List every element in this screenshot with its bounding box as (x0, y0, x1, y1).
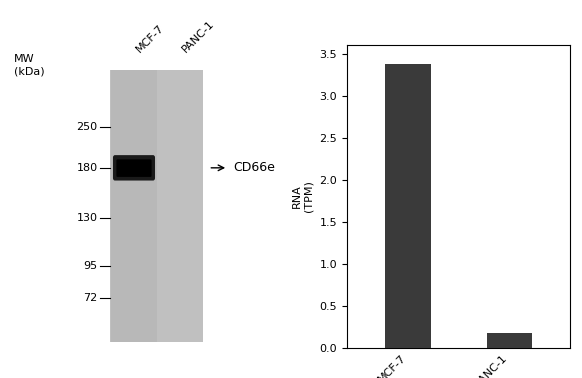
FancyBboxPatch shape (116, 160, 151, 177)
Text: CD66e: CD66e (233, 161, 275, 174)
Bar (111, 70, 157, 342)
Text: 95: 95 (84, 261, 98, 271)
Bar (385, 64, 431, 348)
Text: 72: 72 (83, 293, 98, 303)
Text: 250: 250 (77, 122, 98, 132)
Text: 180: 180 (77, 163, 98, 173)
Text: PANC-1: PANC-1 (180, 19, 216, 54)
Text: MCF-7: MCF-7 (134, 23, 166, 54)
Bar (110, 70, 204, 342)
Y-axis label: RNA
(TPM): RNA (TPM) (292, 181, 314, 212)
Text: MW
(kDa): MW (kDa) (14, 54, 45, 76)
FancyBboxPatch shape (113, 155, 155, 181)
Text: 130: 130 (77, 213, 98, 223)
Bar (487, 333, 533, 348)
